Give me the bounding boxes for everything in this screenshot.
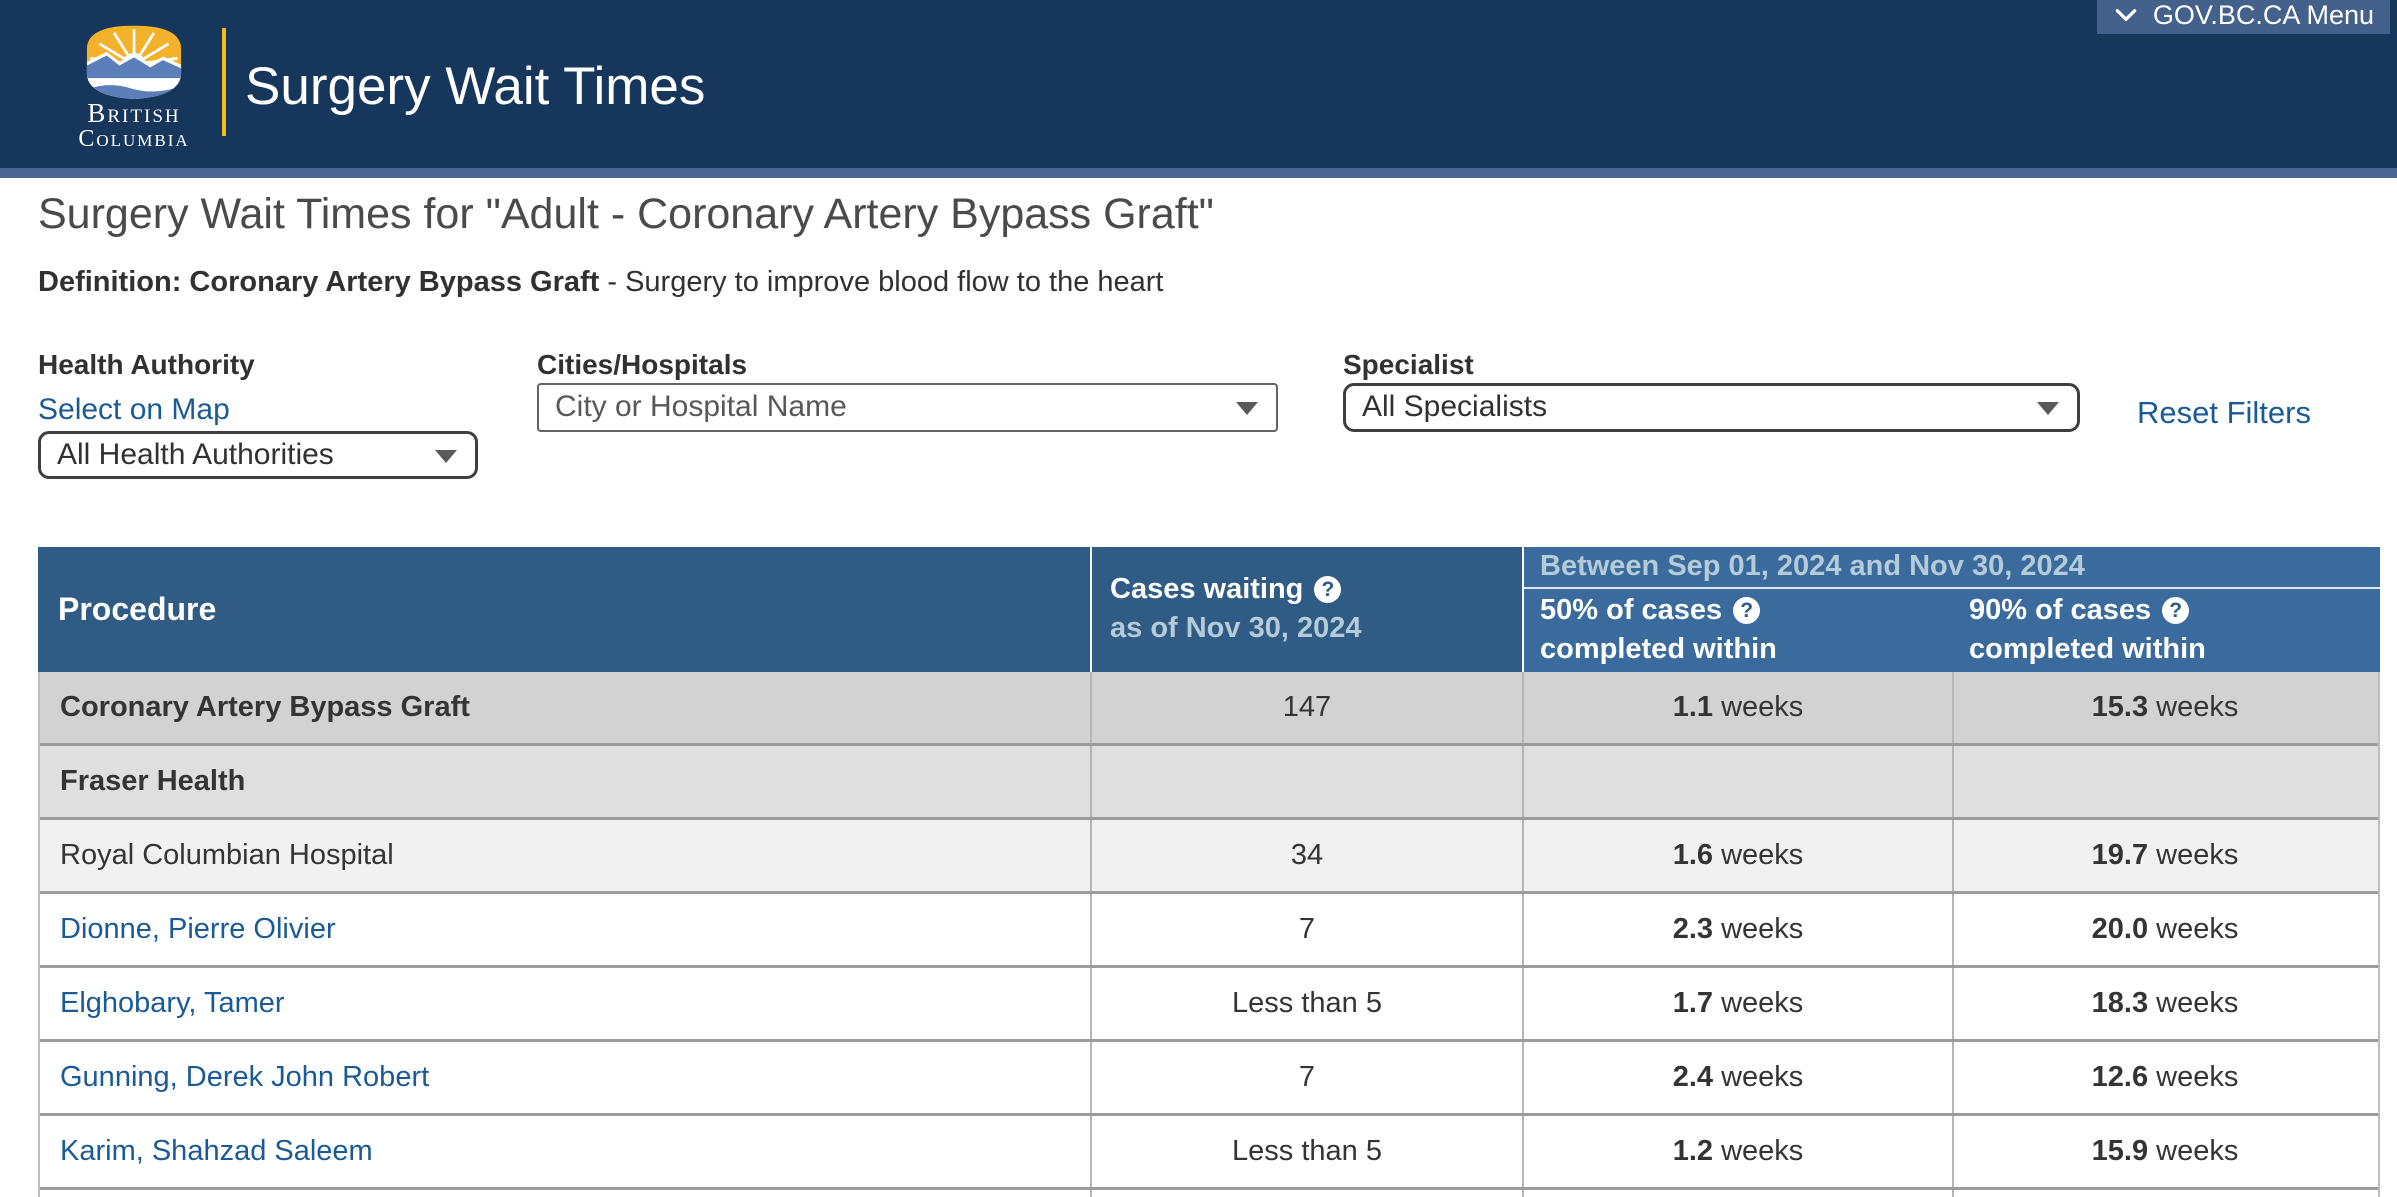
p90-weeks-cell: 19.7 weeks — [1952, 819, 2376, 891]
table-row: Karim, Shahzad Saleem Less than 5 1.2 week… — [40, 1115, 2378, 1190]
specialist-link[interactable]: Elghobary, Tamer — [60, 986, 285, 1019]
brand-title: Surgery Wait Times — [245, 57, 706, 116]
p50-weeks-cell: 1.7 weeks — [1522, 967, 1952, 1039]
table-row: Fraser Health — [40, 745, 2378, 820]
health-authority-label: Health Authority — [38, 348, 255, 380]
p50-weeks-cell — [1522, 1189, 1952, 1197]
specialist-name-cell: Elghobary, Tamer — [40, 968, 1090, 1039]
p90-weeks-cell: 12.6 weeks — [1952, 1041, 2376, 1113]
cases-waiting-cell: 34 — [1090, 819, 1522, 891]
bc-government-logo — [86, 25, 182, 100]
dropdown-arrow-icon — [2037, 402, 2059, 416]
p90-weeks-cell: 20.0 weeks — [1952, 893, 2376, 965]
column-header-90pct: 90% of cases ? completed within — [1953, 589, 2380, 672]
table-row: Royal Columbian Hospital 34 1.6 weeks 19.7 … — [40, 819, 2378, 894]
cities-hospitals-selected-value: City or Hospital Name — [555, 390, 847, 424]
cities-hospitals-label: Cities/Hospitals — [537, 348, 748, 380]
dropdown-arrow-icon — [1236, 402, 1258, 416]
cases-waiting-cell: 147 — [1090, 671, 1522, 743]
specialist-link[interactable]: Gunning, Derek John Robert — [60, 1060, 430, 1093]
procedure-definition: Definition: Coronary Artery Bypass Graft… — [38, 266, 2397, 299]
cases-waiting-cell: 7 — [1090, 893, 1522, 965]
cases-waiting-cell: 7 — [1090, 1041, 1522, 1113]
banner-accent-strip — [0, 168, 2397, 178]
dropdown-arrow-icon — [435, 449, 457, 463]
p50-weeks-cell: 1.1 weeks — [1522, 671, 1952, 743]
period-header: Between Sep 01, 2024 and Nov 30, 2024 — [1524, 547, 2380, 589]
help-icon[interactable]: ? — [1314, 576, 1342, 604]
cases-waiting-cell: Less than 5 — [1090, 967, 1522, 1039]
p50-label: 50% of cases — [1540, 594, 1723, 627]
table-row — [40, 1189, 2378, 1197]
menu-button-label: GOV.BC.CA Menu — [2152, 0, 2374, 30]
cases-waiting-label: Cases waiting — [1110, 573, 1304, 606]
p90-label-line2: completed within — [1969, 633, 2206, 666]
procedure-name-cell — [40, 1190, 1090, 1197]
gov-bc-ca-menu-button[interactable]: GOV.BC.CA Menu — [2096, 0, 2390, 34]
specialist-name-cell: Gunning, Derek John Robert — [40, 1042, 1090, 1113]
table-row: Dionne, Pierre Olivier 7 2.3 weeks 20.0 wee… — [40, 893, 2378, 968]
cases-waiting-cell: Less than 5 — [1090, 1115, 1522, 1187]
cases-waiting-cell — [1090, 1189, 1522, 1197]
table-header: Procedure Cases waiting ? as of Nov 30, … — [38, 546, 2380, 672]
specialist-selected-value: All Specialists — [1362, 390, 1548, 424]
definition-text: - Surgery to improve blood flow to the h… — [599, 265, 1164, 298]
p90-weeks-cell — [1952, 745, 2376, 817]
top-banner: British Columbia Surgery Wait Times GOV.… — [0, 0, 2397, 168]
specialist-name-cell: Karim, Shahzad Saleem — [40, 1116, 1090, 1187]
procedure-name-cell: Coronary Artery Bypass Graft — [60, 690, 470, 723]
cases-waiting-subtext: as of Nov 30, 2024 — [1110, 612, 1362, 645]
specialist-name-cell: Dionne, Pierre Olivier — [40, 894, 1090, 965]
specialist-label: Specialist — [1343, 348, 1474, 380]
p90-weeks-cell: 15.9 weeks — [1952, 1115, 2376, 1187]
definition-term: Definition: Coronary Artery Bypass Graft — [38, 265, 600, 298]
chevron-down-icon — [2115, 9, 2137, 21]
p50-label-line2: completed within — [1540, 633, 1777, 666]
select-on-map-link[interactable]: Select on Map — [38, 392, 230, 426]
gold-divider — [222, 28, 226, 136]
health-authority-dropdown[interactable]: All Health Authorities — [38, 430, 478, 479]
specialist-link[interactable]: Karim, Shahzad Saleem — [60, 1134, 373, 1167]
procedure-name-cell: Royal Columbian Hospital — [60, 838, 394, 871]
p90-weeks-cell — [1952, 1189, 2376, 1197]
cases-waiting-cell — [1090, 745, 1522, 817]
wait-times-table: Procedure Cases waiting ? as of Nov 30, … — [38, 546, 2380, 1197]
p50-weeks-cell: 2.4 weeks — [1522, 1041, 1952, 1113]
help-icon[interactable]: ? — [1733, 597, 1761, 625]
table-row: Gunning, Derek John Robert 7 2.4 weeks 12.6… — [40, 1041, 2378, 1116]
column-header-50pct: 50% of cases ? completed within — [1524, 589, 1953, 672]
wait-times-table-body: Coronary Artery Bypass Graft 147 1.1 weeks… — [38, 671, 2380, 1197]
p50-weeks-cell: 2.3 weeks — [1522, 893, 1952, 965]
specialist-dropdown[interactable]: All Specialists — [1343, 382, 2080, 432]
table-row: Coronary Artery Bypass Graft 147 1.1 weeks… — [40, 671, 2378, 746]
column-header-cases-waiting: Cases waiting ? as of Nov 30, 2024 — [1090, 546, 1522, 672]
p50-weeks-cell — [1522, 745, 1952, 817]
cities-hospitals-dropdown[interactable]: City or Hospital Name — [537, 382, 1278, 432]
p90-weeks-cell: 15.3 weeks — [1952, 671, 2376, 743]
column-header-procedure: Procedure — [38, 546, 1090, 672]
table-row: Elghobary, Tamer Less than 5 1.7 weeks 18.3… — [40, 967, 2378, 1042]
health-authority-selected-value: All Health Authorities — [57, 437, 334, 471]
p90-label: 90% of cases — [1969, 594, 2152, 627]
p50-weeks-cell: 1.6 weeks — [1522, 819, 1952, 891]
p90-weeks-cell: 18.3 weeks — [1952, 967, 2376, 1039]
logo-caption-line1: British — [87, 98, 181, 128]
reset-filters-link[interactable]: Reset Filters — [2137, 394, 2311, 430]
filters-bar: Health Authority Select on Map All Healt… — [0, 339, 2397, 547]
logo-caption-line2: Columbia — [78, 126, 190, 152]
help-icon[interactable]: ? — [2162, 597, 2190, 625]
specialist-link[interactable]: Dionne, Pierre Olivier — [60, 912, 336, 945]
column-group-period: Between Sep 01, 2024 and Nov 30, 2024 50… — [1522, 546, 2380, 672]
procedure-name-cell: Fraser Health — [60, 764, 246, 797]
p50-weeks-cell: 1.2 weeks — [1522, 1115, 1952, 1187]
logo-caption: British Columbia — [52, 98, 216, 152]
page-title: Surgery Wait Times for "Adult - Coronary… — [38, 190, 1214, 238]
